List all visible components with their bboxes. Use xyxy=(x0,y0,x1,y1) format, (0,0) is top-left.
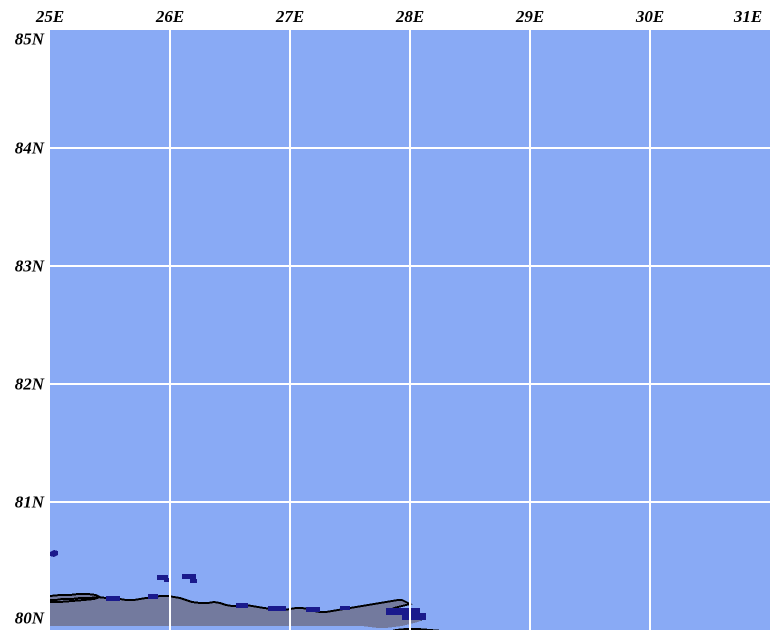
coastline-shadow-layer xyxy=(106,594,426,620)
islet-mid-b-tail xyxy=(190,579,197,583)
islet-west xyxy=(50,550,58,557)
land-mainland xyxy=(50,596,422,628)
lat-tick-label-84n: 84N xyxy=(14,138,44,158)
lon-tick-label-28e: 28E xyxy=(395,7,425,26)
map-canvas xyxy=(50,30,770,630)
lon-tick-label-27e: 27E xyxy=(275,7,305,26)
shadow-g xyxy=(386,608,420,615)
lat-tick-label-80n: 80N xyxy=(14,608,44,628)
map-plot-area[interactable] xyxy=(50,30,770,630)
lon-tick-label-26e: 26E xyxy=(155,7,185,26)
shadow-d xyxy=(268,606,286,611)
islets-layer xyxy=(50,550,197,583)
lat-tick-label-81n: 81N xyxy=(14,492,44,512)
lat-tick-label-83n: 83N xyxy=(14,256,44,276)
lon-tick-label-31e: 31E xyxy=(733,7,763,26)
shadow-a xyxy=(106,596,120,601)
islet-mid-a xyxy=(157,575,168,580)
shadow-f xyxy=(340,606,350,610)
islet-mid-a-tail xyxy=(164,578,169,582)
lon-tick-label-30e: 30E xyxy=(635,7,665,26)
islet-mid-b xyxy=(182,574,196,579)
lon-tick-label-25e: 25E xyxy=(35,7,65,26)
shadow-b xyxy=(148,594,158,599)
coastline-island-offshore xyxy=(391,628,443,630)
lon-tick-label-29e: 29E xyxy=(515,7,545,26)
shadow-e xyxy=(306,607,320,612)
lat-tick-label-85n: 85N xyxy=(14,29,44,49)
lat-tick-label-82n: 82N xyxy=(14,374,44,394)
gridline-layer xyxy=(50,30,770,630)
shadow-h xyxy=(402,613,426,620)
coastline-west-headland xyxy=(50,593,103,603)
shadow-c xyxy=(236,603,248,608)
